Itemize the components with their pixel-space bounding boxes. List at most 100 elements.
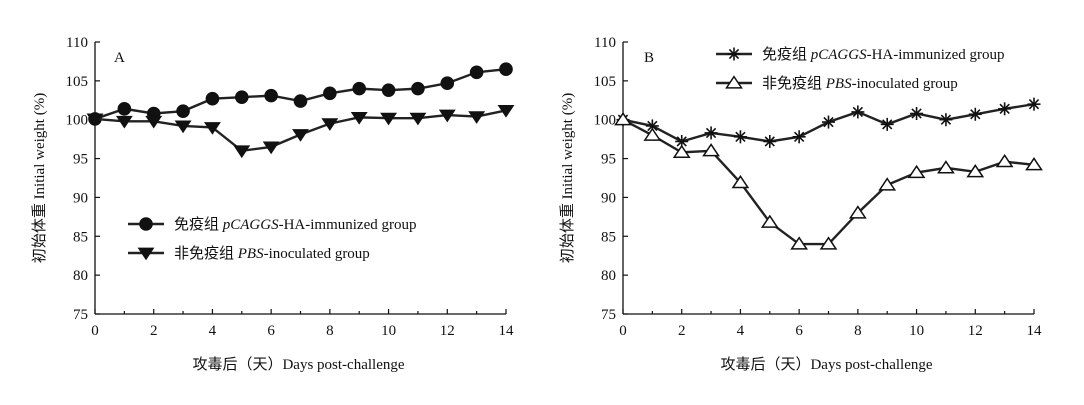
- data-point: [323, 86, 337, 101]
- data-point: [878, 177, 897, 191]
- y-tick-label: 100: [66, 113, 89, 129]
- series-1: [88, 62, 513, 126]
- series-2: [614, 111, 1043, 250]
- data-point: [264, 88, 278, 103]
- x-tick-label: 10: [381, 323, 396, 339]
- x-tick-label: 12: [440, 323, 455, 339]
- data-point: [790, 236, 809, 250]
- data-point: [205, 91, 220, 106]
- data-point: [614, 111, 632, 126]
- x-tick-label: 14: [499, 323, 515, 339]
- x-tick-label: 4: [209, 323, 217, 339]
- y-tick-label: 80: [73, 268, 88, 284]
- data-point: [819, 236, 838, 250]
- data-point: [321, 118, 339, 131]
- data-point: [968, 107, 982, 121]
- data-point: [86, 113, 104, 127]
- y-tick-label: 85: [601, 229, 616, 245]
- data-point: [145, 115, 163, 129]
- data-point: [792, 130, 806, 144]
- data-point: [939, 113, 953, 127]
- data-point: [763, 134, 777, 148]
- data-point: [352, 81, 367, 96]
- data-point: [234, 90, 249, 104]
- data-point: [292, 129, 309, 142]
- y-tick-label: 110: [594, 35, 616, 51]
- y-tick-label: 95: [601, 152, 616, 168]
- x-tick-label: 8: [854, 323, 862, 339]
- x-tick-label: 2: [150, 323, 158, 339]
- data-point: [998, 102, 1012, 116]
- x-tick-label: 12: [968, 323, 983, 339]
- series-1: [616, 97, 1041, 148]
- data-point: [380, 112, 398, 126]
- data-point: [966, 164, 985, 178]
- x-tick-label: 6: [267, 323, 275, 339]
- data-point: [907, 164, 926, 179]
- data-point: [760, 214, 779, 228]
- data-point: [937, 160, 955, 174]
- data-point: [440, 76, 455, 90]
- data-point: [995, 153, 1014, 168]
- data-point: [117, 102, 132, 116]
- data-point: [880, 117, 894, 131]
- legend-entry: 非免疫组 PBS-inoculated group: [128, 245, 370, 262]
- data-point: [409, 112, 427, 126]
- data-point: [203, 122, 221, 135]
- legend-label: 免疫组 pCAGGS-HA-immunized group: [762, 46, 1005, 63]
- x-axis-title: 攻毒后（天）Days post-challenge: [720, 356, 932, 373]
- data-point: [233, 145, 251, 159]
- legend-marker: [727, 47, 741, 61]
- data-point: [645, 119, 659, 133]
- data-point: [438, 109, 456, 123]
- y-tick-label: 100: [594, 113, 617, 129]
- x-tick-label: 10: [909, 323, 924, 339]
- data-point: [115, 115, 133, 129]
- data-point: [350, 112, 368, 125]
- legend-label: 非免疫组 PBS-inoculated group: [174, 245, 370, 262]
- panel-label: B: [644, 50, 654, 66]
- data-point: [848, 205, 867, 219]
- y-tick-label: 110: [66, 35, 88, 51]
- y-tick-label: 75: [73, 307, 88, 323]
- data-point: [497, 105, 515, 118]
- data-point: [702, 143, 720, 157]
- y-tick-label: 90: [73, 190, 88, 206]
- data-point: [675, 134, 689, 148]
- legend-label: 免疫组 pCAGGS-HA-immunized group: [174, 216, 417, 233]
- x-tick-label: 2: [678, 323, 686, 339]
- data-point: [643, 127, 662, 141]
- y-tick-label: 85: [73, 229, 88, 245]
- x-tick-label: 0: [91, 323, 99, 339]
- legend-marker: [137, 247, 155, 261]
- y-axis-title: 初始体重 Initial weight (%): [559, 93, 576, 263]
- data-point: [1027, 97, 1041, 111]
- data-point: [499, 62, 513, 76]
- panel-label: A: [114, 50, 125, 66]
- x-tick-label: 6: [795, 323, 803, 339]
- data-point: [704, 126, 718, 140]
- series-2: [86, 105, 515, 159]
- data-point: [733, 130, 747, 144]
- data-point: [1025, 157, 1043, 171]
- data-point: [293, 94, 308, 108]
- legend-label: 非免疫组 PBS-inoculated group: [762, 75, 958, 92]
- data-point: [822, 115, 835, 129]
- data-point: [851, 105, 865, 119]
- y-tick-label: 90: [601, 190, 616, 206]
- x-axis-title: 攻毒后（天）Days post-challenge: [192, 356, 404, 373]
- y-tick-label: 80: [601, 268, 616, 284]
- data-point: [731, 174, 750, 189]
- y-tick-label: 105: [66, 74, 89, 90]
- legend-marker: [725, 75, 743, 89]
- x-tick-label: 8: [326, 323, 334, 339]
- data-point: [468, 111, 486, 124]
- data-point: [411, 81, 425, 96]
- legend-marker: [139, 217, 153, 231]
- chart-b: 75 80 85 90 95 100 105 110 0 2 4 6 8 10 12 14 攻毒后（天）Days…: [559, 35, 1043, 373]
- y-tick-label: 95: [73, 152, 88, 168]
- x-tick-label: 14: [1027, 323, 1043, 339]
- data-point: [910, 106, 924, 120]
- y-axis-title: 初始体重 Initial weight (%): [31, 93, 48, 263]
